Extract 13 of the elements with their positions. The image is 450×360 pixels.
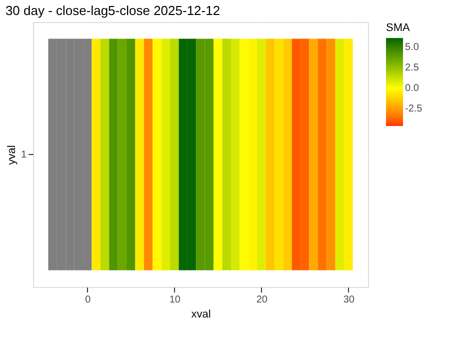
x-axis-title: xval xyxy=(191,308,211,320)
color-bar-label: -2.5 xyxy=(405,104,423,115)
x-tick-label: 30 xyxy=(343,294,355,306)
legend-title: SMA xyxy=(386,22,410,34)
y-axis-title: yval xyxy=(6,145,18,165)
color-bar-label: 0.0 xyxy=(405,83,420,94)
color-bar-label: 5.0 xyxy=(405,42,420,54)
chart-title: 30 day - close-lag5-close 2025-12-12 xyxy=(5,3,220,18)
color-bar-label: 2.5 xyxy=(405,62,420,74)
x-tick-label: 10 xyxy=(169,294,181,306)
y-tick-label: 1 xyxy=(20,150,27,160)
x-tick-label: 20 xyxy=(256,294,268,306)
x-tick-label: 0 xyxy=(85,294,92,306)
